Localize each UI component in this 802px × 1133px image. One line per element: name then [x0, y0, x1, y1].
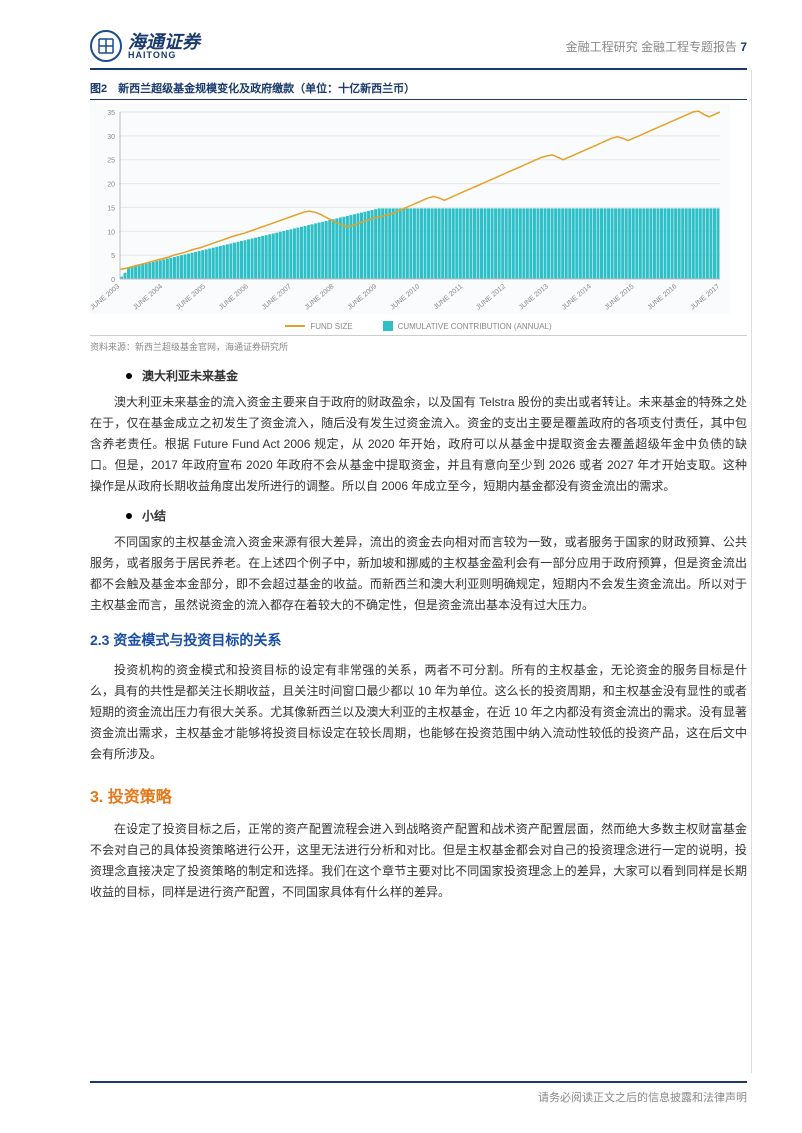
- svg-text:0: 0: [111, 277, 115, 284]
- chart-legend: FUND SIZE CUMULATIVE CONTRIBUTION (ANNUA…: [90, 321, 747, 331]
- logo-text-cn: 海通证券: [128, 33, 200, 51]
- right-side-rule: [751, 70, 752, 1073]
- paragraph-2: 不同国家的主权基金流入资金来源有很大差异，流出的资金去向相对而言较为一致，或者服…: [90, 532, 747, 616]
- bullet-icon: [126, 373, 132, 379]
- legend-line-icon: [285, 325, 305, 327]
- svg-text:20: 20: [107, 182, 115, 189]
- svg-text:10: 10: [107, 229, 115, 236]
- svg-text:35: 35: [107, 110, 115, 117]
- svg-text:15: 15: [107, 205, 115, 212]
- paragraph-1: 澳大利亚未来基金的流入资金主要来自于政府的财政盈余，以及国有 Telstra 股…: [90, 392, 747, 497]
- svg-text:25: 25: [107, 158, 115, 165]
- bullet-australia: 澳大利亚未来基金: [126, 367, 747, 384]
- logo-text-en: HAITONG: [128, 51, 200, 60]
- logo: 海通证券 HAITONG: [90, 30, 200, 62]
- bullet-icon: [126, 513, 132, 519]
- fund-size-chart: 05101520253035JUNE 2003JUNE 2004JUNE 200…: [90, 104, 730, 314]
- bullet-label: 小结: [142, 507, 166, 524]
- page-number: 7: [740, 40, 747, 54]
- page-header: 海通证券 HAITONG 金融工程研究 金融工程专题报告 7: [90, 30, 747, 70]
- bullet-summary: 小结: [126, 507, 747, 524]
- header-category: 金融工程研究 金融工程专题报告: [566, 40, 737, 54]
- legend-square-icon: [383, 321, 393, 331]
- paragraph-4: 在设定了投资目标之后，正常的资产配置流程会进入到战略资产配置和战术资产配置层面，…: [90, 819, 747, 903]
- figure-title: 图2 新西兰超级基金规模变化及政府缴款（单位：十亿新西兰币）: [90, 78, 747, 100]
- footer-disclaimer: 请务必阅读正文之后的信息披露和法律声明: [90, 1081, 747, 1105]
- legend-fund-label: FUND SIZE: [310, 322, 352, 331]
- heading-3: 3. 投资策略: [90, 783, 747, 807]
- heading-2-3: 2.3 资金模式与投资目标的关系: [90, 630, 747, 650]
- header-right: 金融工程研究 金融工程专题报告 7: [566, 38, 747, 55]
- chart-container: 05101520253035JUNE 2003JUNE 2004JUNE 200…: [90, 104, 747, 336]
- legend-fund-size: FUND SIZE: [285, 321, 352, 331]
- svg-text:30: 30: [107, 134, 115, 141]
- logo-icon: [90, 30, 122, 62]
- legend-cumulative: CUMULATIVE CONTRIBUTION (ANNUAL): [383, 321, 552, 331]
- svg-text:5: 5: [111, 253, 115, 260]
- bullet-label: 澳大利亚未来基金: [142, 367, 238, 384]
- legend-cum-label: CUMULATIVE CONTRIBUTION (ANNUAL): [398, 322, 552, 331]
- paragraph-3: 投资机构的资金模式和投资目标的设定有非常强的关系，两者不可分割。所有的主权基金，…: [90, 660, 747, 765]
- chart-source: 资料来源：新西兰超级基金官网，海通证券研究所: [90, 340, 747, 353]
